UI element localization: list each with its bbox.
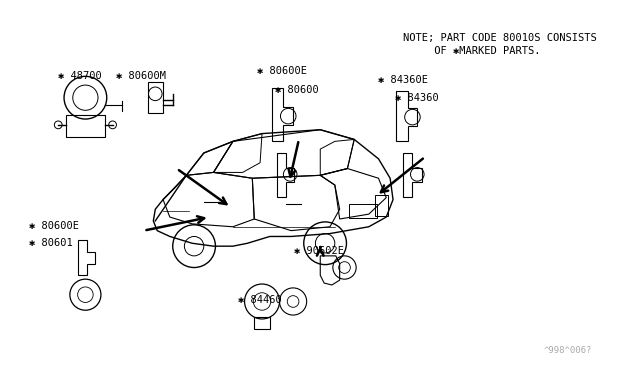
- Text: OF ✱MARKED PARTS.: OF ✱MARKED PARTS.: [403, 46, 540, 56]
- Text: ✱ 84460: ✱ 84460: [238, 295, 282, 305]
- Text: ✱ 84360E: ✱ 84360E: [378, 76, 429, 85]
- Text: ✱ 80601: ✱ 80601: [29, 238, 73, 248]
- Text: ✱ 84360: ✱ 84360: [395, 93, 439, 103]
- Text: NOTE; PART CODE 80010S CONSISTS: NOTE; PART CODE 80010S CONSISTS: [403, 33, 596, 43]
- Text: ✱ 80600E: ✱ 80600E: [29, 221, 79, 231]
- Text: ✱ 80600M: ✱ 80600M: [116, 71, 166, 81]
- Text: ✱ 90602E: ✱ 90602E: [294, 246, 344, 256]
- Text: ✱ 80600E: ✱ 80600E: [257, 66, 307, 76]
- Text: ^998^006?: ^998^006?: [543, 346, 592, 355]
- Text: ✱ 80600: ✱ 80600: [275, 85, 318, 95]
- Text: ✱ 48700: ✱ 48700: [58, 71, 102, 81]
